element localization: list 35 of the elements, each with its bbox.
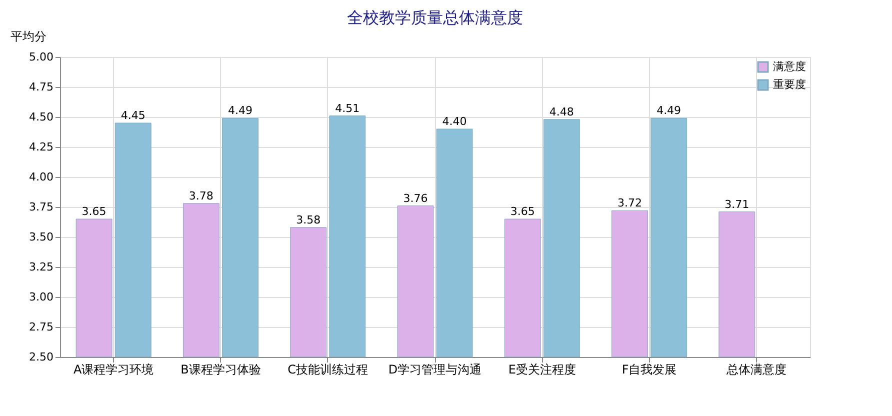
y-tick-label: 4.00 [29, 170, 54, 184]
data-label: 3.58 [296, 213, 321, 226]
legend-label: 满意度 [773, 60, 806, 73]
y-tick-label: 3.50 [29, 230, 54, 244]
x-tick-label: F自我发展 [622, 362, 677, 376]
x-tick-label: B课程学习体验 [180, 362, 261, 376]
data-label: 3.65 [82, 205, 106, 218]
y-tick-label: 2.50 [29, 350, 54, 364]
y-tick-label: 3.25 [29, 260, 54, 274]
data-label: 4.49 [228, 104, 252, 118]
y-tick-label: 3.75 [29, 200, 54, 214]
x-tick-label: C技能训练过程 [288, 362, 368, 376]
data-label: 4.45 [120, 109, 146, 122]
x-tick-label: D学习管理与沟通 [388, 362, 482, 376]
data-label: 4.40 [442, 115, 467, 128]
legend-label: 重要度 [773, 78, 806, 91]
x-tick-label: A课程学习环境 [73, 362, 154, 376]
y-tick-label: 4.25 [29, 140, 54, 154]
y-tick-label: 2.75 [29, 320, 54, 334]
chart-title: 全校教学质量总体满意度 [347, 8, 523, 27]
data-label: 4.48 [549, 105, 574, 118]
x-tick-label: 总体满意度 [725, 362, 786, 376]
data-label: 3.72 [618, 196, 642, 210]
x-tick-label: E受关注程度 [508, 362, 576, 376]
y-axis-title: 平均分 [10, 30, 46, 44]
y-tick-label: 4.75 [29, 80, 54, 94]
y-tick-label: 5.00 [29, 50, 54, 64]
data-label: 4.51 [335, 102, 360, 115]
data-label: 3.65 [510, 205, 535, 218]
data-label: 3.78 [188, 189, 214, 202]
y-tick-label: 3.00 [29, 290, 54, 304]
data-label: 3.71 [724, 198, 750, 211]
y-tick-label: 4.50 [29, 110, 54, 124]
data-label: 4.49 [656, 104, 682, 118]
data-label: 3.76 [403, 192, 428, 205]
